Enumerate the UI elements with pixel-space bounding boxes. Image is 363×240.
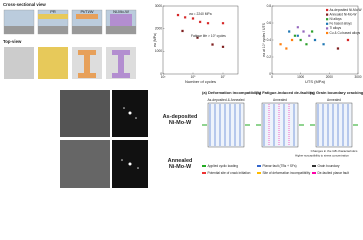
point — [299, 38, 302, 42]
legend-label: Site of deformation incompatibility — [263, 171, 311, 175]
point — [198, 20, 202, 24]
legend-swatch — [312, 165, 316, 167]
mechanisms: (a) Deformation incompatibility As-deposi… — [202, 90, 363, 175]
y-tick-label: 0.6 — [267, 21, 272, 25]
point — [310, 30, 314, 33]
y-tick-label: 0.4 — [267, 38, 272, 42]
y-tick-label: 0 — [160, 72, 162, 76]
layer-label: PR — [50, 9, 56, 14]
y-tick-label: 1000 — [155, 49, 162, 53]
mechanism-title: (a) Deformation incompatibility — [202, 90, 262, 95]
x-tick-label: 3000 — [354, 75, 361, 79]
x-tick-label: 2000 — [326, 75, 333, 79]
legend-swatch — [326, 13, 329, 16]
point — [336, 47, 340, 50]
legend-swatch — [257, 172, 261, 174]
point — [221, 21, 225, 25]
x-tick-label: 10⁷ — [221, 75, 227, 79]
point — [183, 16, 187, 19]
y-axis-label: σa at 10⁷ cycles / UTS — [262, 22, 266, 56]
y-tick-label: 0 — [269, 72, 271, 76]
legend-swatch — [326, 8, 329, 12]
y-tick-label: 2000 — [155, 27, 162, 31]
point — [307, 34, 311, 38]
legend-label: Ni alloys — [330, 17, 342, 21]
x-tick-label: 10³ — [161, 75, 166, 79]
cross-label: Cross-sectional view — [3, 2, 46, 7]
grain-schematic — [207, 102, 245, 148]
point — [221, 45, 225, 49]
annotation: Fatigue life > 10⁷ cycles — [191, 34, 226, 38]
point — [279, 42, 282, 46]
point — [181, 29, 184, 33]
grain-schematic — [261, 102, 299, 148]
point — [287, 30, 291, 33]
mechanism-title: (c) Grain boundary cracking — [310, 90, 363, 95]
point — [302, 30, 305, 33]
point — [313, 38, 317, 42]
legend-swatch — [326, 31, 329, 35]
legend-swatch — [326, 18, 329, 21]
top-views — [4, 47, 136, 79]
legend-label: Potential site of crack initiation — [208, 171, 251, 175]
legend-swatch — [202, 172, 206, 174]
legend-label: Ti alloys — [330, 26, 342, 30]
figure: Cross-sectional view PR Pt/Ti/W Ni-Mo-W … — [3, 2, 363, 188]
point — [196, 36, 199, 40]
note: Higher susceptibility to stress concentr… — [295, 154, 349, 158]
x-axis-label: UTS (MPa) — [305, 79, 326, 84]
annotation: σa ≈ 2240 MPa — [189, 12, 212, 16]
plot-frame — [162, 5, 239, 75]
y-tick-label: 0.8 — [267, 4, 272, 8]
legend-label: Fe based alloys — [330, 22, 353, 26]
point — [322, 42, 325, 46]
layer-label: Ni-Mo-W — [113, 9, 129, 14]
legend-label: Applied cyclic loading — [208, 164, 239, 168]
legend-swatch — [326, 22, 329, 25]
point — [290, 38, 294, 42]
grain-schematic — [315, 102, 353, 148]
tem-label: Annealed Ni-Mo-W — [168, 158, 193, 170]
layer-label: Pt/Ti/W — [81, 9, 94, 14]
y-tick-label: 3000 — [155, 4, 162, 8]
mechanism-subtitle: As-deposited & Annealed — [207, 98, 244, 102]
legend-label: Grain boundary — [318, 164, 340, 168]
note: Changes in the GB characteristics — [311, 149, 358, 153]
point — [293, 34, 297, 38]
point — [176, 13, 180, 17]
legend-label: Annealed Ni-Mo-W — [330, 12, 357, 16]
point — [206, 21, 210, 25]
x-tick-label: 1000 — [297, 75, 304, 79]
y-axis-label: σa (MPa) — [153, 33, 157, 47]
legend-swatch — [202, 165, 206, 167]
x-tick-label: 10⁵ — [191, 75, 197, 79]
legend-label: As-deposited Ni-Mo-W — [330, 8, 362, 12]
legend-swatch — [326, 27, 329, 30]
point — [191, 17, 195, 20]
tem-images — [60, 90, 148, 188]
point — [211, 43, 214, 46]
x-axis-label: Number of cycles — [185, 79, 216, 84]
mechanism-title: (b) Fatigue-induced de-faulting — [256, 90, 315, 95]
legend-swatch — [312, 172, 316, 174]
point — [305, 42, 308, 46]
legend-label: Cu & Cu based alloys — [330, 31, 361, 35]
point — [296, 25, 300, 29]
legend-swatch — [257, 165, 261, 167]
x-tick-label: 0 — [271, 75, 273, 79]
legend-label: Planar fault (TBs + SFs) — [263, 164, 297, 168]
point — [296, 34, 300, 38]
point — [346, 38, 350, 42]
mechanism-subtitle: Annealed — [273, 98, 287, 102]
top-label: Top-view — [3, 39, 22, 44]
legend-label: De-faulted planar fault — [318, 171, 349, 175]
cross-sections — [3, 9, 137, 35]
tem-label: As-deposited Ni-Mo-W — [163, 114, 198, 126]
mechanism-subtitle: Annealed — [327, 98, 341, 102]
y-tick-label: 0.2 — [267, 55, 272, 59]
point — [285, 47, 288, 50]
